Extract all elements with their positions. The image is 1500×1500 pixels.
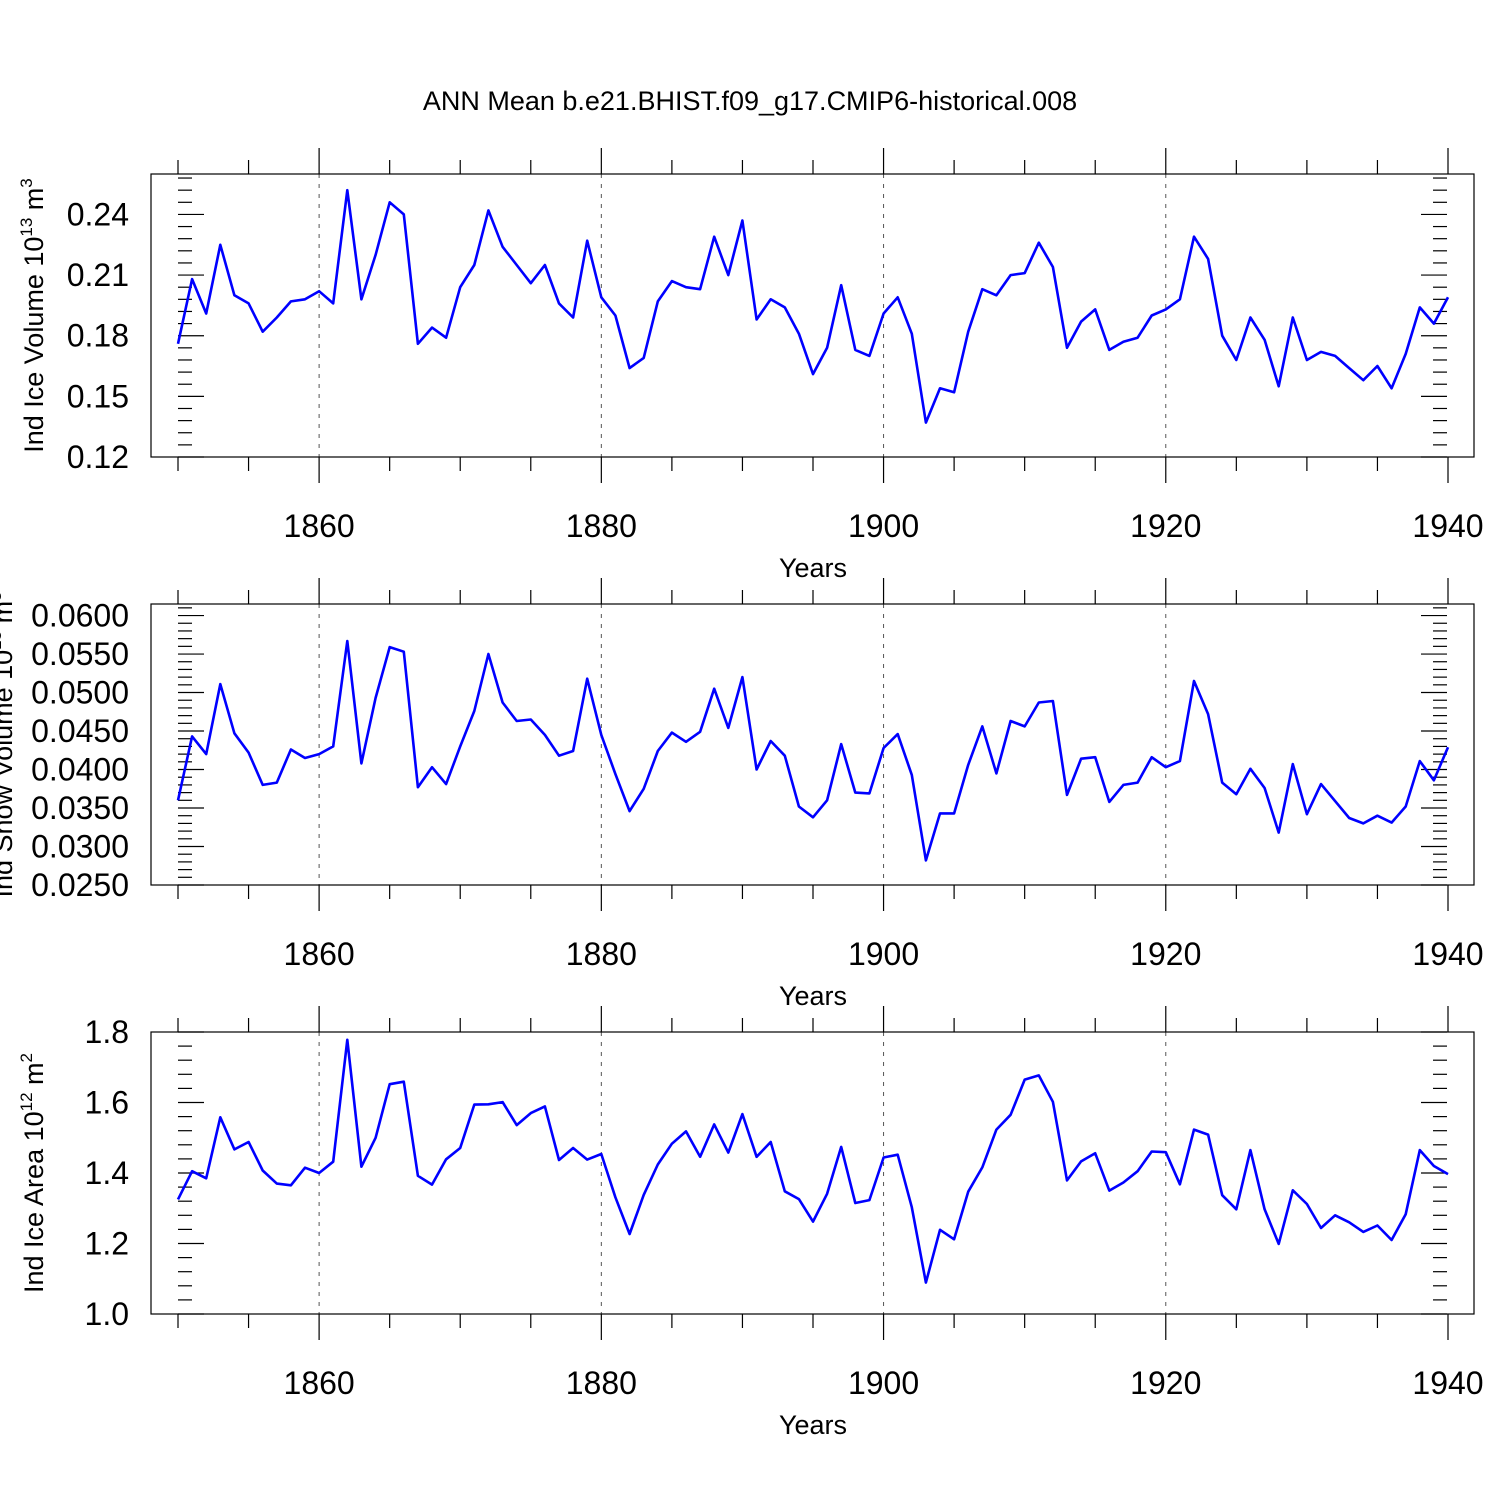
ice-volume-xtick-label: 1920 xyxy=(1130,508,1201,544)
snow-volume-xtick-label: 1920 xyxy=(1130,936,1201,972)
snow-volume-panel: 1860 1880 1900 1920 1940Years0.02500.03000.0… xyxy=(0,578,1484,1011)
ice-area-xtick-label: 1940 xyxy=(1412,1365,1483,1401)
ice-area-ytick-label: 1.0 xyxy=(85,1296,129,1332)
ice-area-series-line xyxy=(176,1038,1449,1284)
ice-area-xtick-label: 1900 xyxy=(848,1365,919,1401)
ice-area-plot-frame xyxy=(150,1031,1475,1315)
ice-area-yaxis-label: Ind Ice Area 1012 m2 xyxy=(17,1053,49,1293)
ice-area-ytick-label: 1.8 xyxy=(85,1014,129,1050)
snow-volume-ytick-label: 0.0250 xyxy=(31,867,129,903)
ice-volume-yaxis-label: Ind Ice Volume 1013 m3 xyxy=(17,178,49,453)
ice-area-xaxis-label: Years xyxy=(779,1410,847,1440)
snow-volume-ytick-label: 0.0600 xyxy=(31,598,129,634)
snow-volume-ytick-label: 0.0550 xyxy=(31,636,129,672)
snow-volume-ytick-label: 0.0300 xyxy=(31,829,129,865)
ice-volume-xaxis-label: Years xyxy=(779,553,847,583)
ice-area-ytick-label: 1.6 xyxy=(85,1085,129,1121)
snow-volume-yaxis-label: Ind Snow Volume 1013 m3 xyxy=(0,591,18,897)
ice-area-xtick-label: 1860 xyxy=(284,1365,355,1401)
ice-volume-series-line xyxy=(176,188,1450,424)
ice-volume-xtick-label: 1940 xyxy=(1412,508,1483,544)
ice-volume-ytick-label: 0.12 xyxy=(67,439,129,475)
ice-volume-xtick-label: 1860 xyxy=(284,508,355,544)
ice-area-ytick-label: 1.4 xyxy=(85,1155,129,1191)
ice-volume-ytick-label: 0.15 xyxy=(67,378,129,414)
ice-area-xtick-label: 1920 xyxy=(1130,1365,1201,1401)
ice-area-ytick-label: 1.2 xyxy=(85,1226,129,1262)
snow-volume-ytick-label: 0.0450 xyxy=(31,713,129,749)
ice-volume-ytick-label: 0.18 xyxy=(67,318,129,354)
snow-volume-ytick-label: 0.0400 xyxy=(31,752,129,788)
chart-title: ANN Mean b.e21.BHIST.f09_g17.CMIP6-histo… xyxy=(423,86,1077,116)
snow-volume-xtick-label: 1940 xyxy=(1412,936,1483,972)
snow-volume-xtick-label: 1900 xyxy=(848,936,919,972)
snow-volume-xtick-label: 1880 xyxy=(566,936,637,972)
snow-volume-ytick-label: 0.0500 xyxy=(31,675,129,711)
snow-volume-xtick-label: 1860 xyxy=(284,936,355,972)
ice-area-panel: 1860 1880 1900 1920 1940 Years 1.0 1.2 1.4 1.6 1.8… xyxy=(17,1006,1484,1440)
ice-volume-ytick-label: 0.24 xyxy=(67,196,129,232)
ice-area-xtick-label: 1880 xyxy=(566,1365,637,1401)
ice-volume-panel: 1860 1880 1900 1920 1940 Years 0.12 0.15 0.18 0.2… xyxy=(17,148,1484,583)
snow-volume-ytick-label: 0.0350 xyxy=(31,790,129,826)
ice-volume-ytick-label: 0.21 xyxy=(67,257,129,293)
snow-volume-series-line xyxy=(176,639,1450,862)
snow-volume-plot-frame xyxy=(150,603,1475,886)
ice-volume-xtick-label: 1900 xyxy=(848,508,919,544)
ice-volume-xtick-label: 1880 xyxy=(566,508,637,544)
snow-volume-xaxis-label: Years xyxy=(779,981,847,1011)
